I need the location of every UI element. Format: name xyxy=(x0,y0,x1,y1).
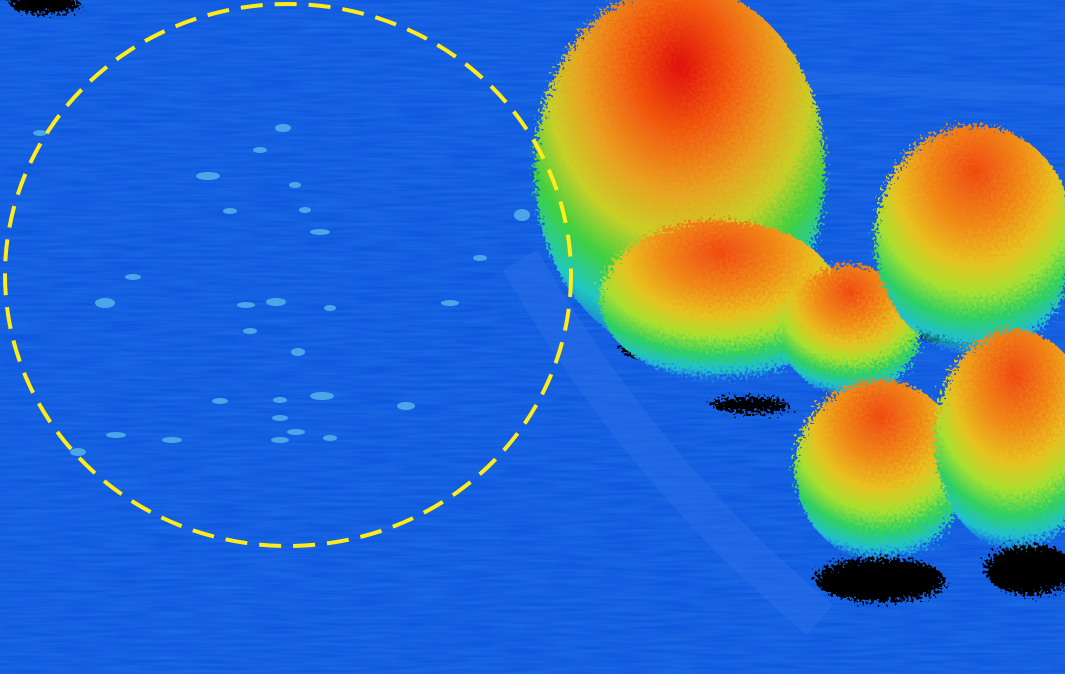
object xyxy=(223,208,237,214)
trees xyxy=(535,0,1065,560)
object xyxy=(324,305,336,311)
object xyxy=(310,229,330,235)
object xyxy=(95,298,115,308)
tree-crown xyxy=(795,380,965,560)
object xyxy=(253,147,267,153)
shadow xyxy=(710,397,790,413)
object xyxy=(473,255,487,261)
track xyxy=(502,250,833,636)
object xyxy=(291,348,305,356)
object xyxy=(237,302,255,308)
object xyxy=(106,432,126,438)
small-objects xyxy=(33,124,530,456)
track xyxy=(799,71,1065,104)
object xyxy=(323,435,337,441)
tree-crown xyxy=(875,125,1065,355)
object xyxy=(271,437,289,443)
object xyxy=(273,397,287,403)
object xyxy=(272,415,288,421)
object xyxy=(299,207,311,213)
object xyxy=(33,130,47,136)
object xyxy=(289,182,301,188)
object xyxy=(70,448,86,456)
shadow xyxy=(985,545,1065,595)
object xyxy=(212,398,228,404)
object xyxy=(287,429,305,435)
object xyxy=(441,300,459,306)
object xyxy=(275,124,291,132)
object xyxy=(397,402,415,410)
object xyxy=(162,437,182,443)
tree-crown xyxy=(780,265,920,395)
object xyxy=(243,328,257,334)
highlight-circle xyxy=(3,2,573,548)
object xyxy=(266,298,286,306)
object xyxy=(196,172,220,180)
object xyxy=(310,392,334,400)
shadow xyxy=(815,558,945,602)
tree-crown xyxy=(935,330,1065,550)
object xyxy=(125,274,141,280)
tree-crown xyxy=(600,220,840,380)
object xyxy=(514,209,530,221)
shadow xyxy=(10,0,80,14)
